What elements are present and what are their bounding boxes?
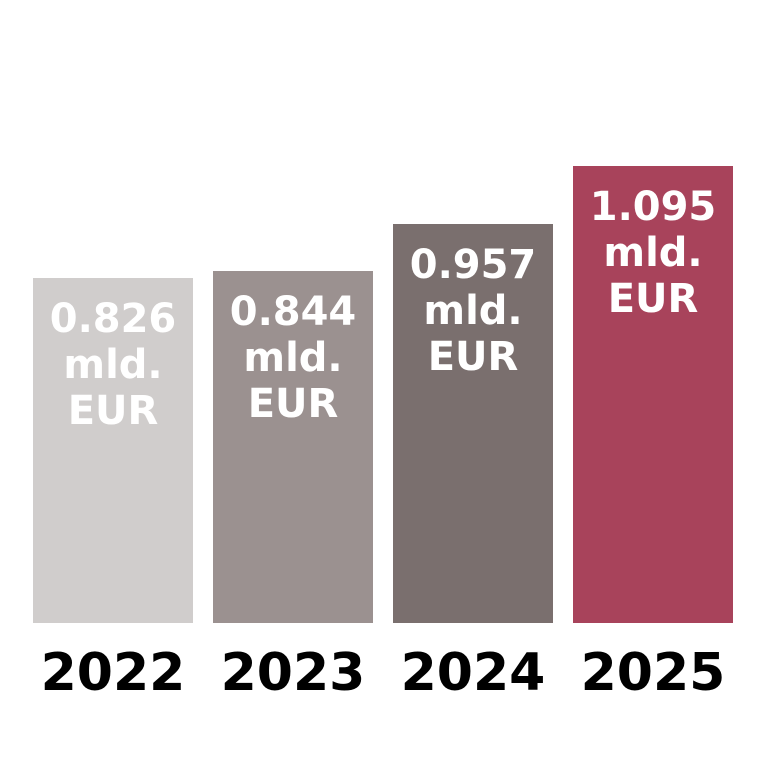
x-tick-label: 2024: [400, 643, 546, 703]
bar: [213, 270, 373, 623]
x-tick-label: 2023: [220, 643, 366, 703]
bar: [573, 166, 733, 623]
value-label: 0.844 mld. EUR: [229, 288, 357, 427]
bar: [393, 223, 553, 623]
x-tick-label: 2025: [580, 643, 726, 703]
bar: [33, 278, 193, 623]
x-tick-label: 2022: [40, 643, 186, 703]
value-label: 0.957 mld. EUR: [409, 241, 537, 380]
value-label: 1.095 mld. EUR: [589, 184, 717, 322]
value-label: 0.826 mld. EUR: [49, 296, 177, 435]
